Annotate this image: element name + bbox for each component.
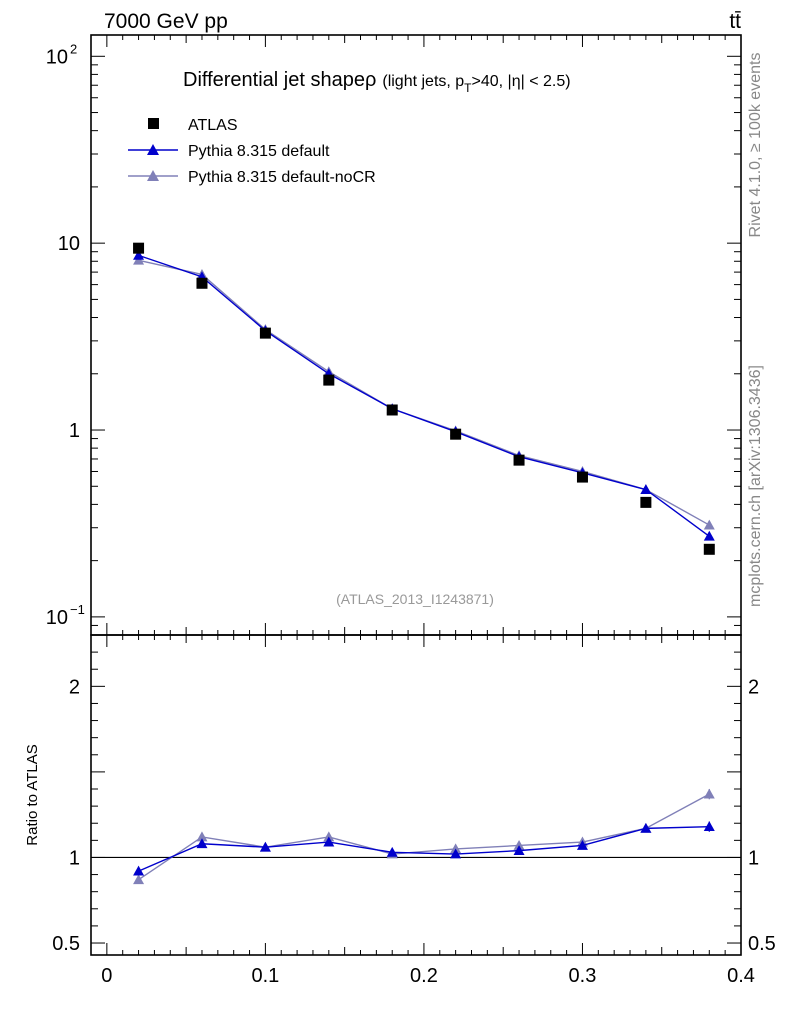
ratio-point-pythia-8-315-default: [450, 848, 462, 859]
ratio-y-tick-label-right: 1: [748, 847, 759, 869]
main-point-atlas: [323, 374, 335, 386]
main-point-atlas: [386, 404, 398, 416]
ratio-point-pythia-8-315-default: [640, 822, 652, 833]
mcplots-label: mcplots.cern.ch [arXiv:1306.3436]: [747, 365, 764, 607]
main-point-atlas: [640, 496, 652, 508]
energy-label: 7000 GeV pp: [104, 10, 228, 33]
chart-title-main: Differential jet shape: [183, 69, 365, 91]
y-tick-label: 10: [58, 233, 80, 255]
ratio-point-pythia-8-315-default: [133, 865, 145, 876]
main-point-pythia-8-315-default-nocr: [703, 519, 715, 530]
rivet-version-label: Rivet 4.1.0, ≥ 100k events: [747, 53, 764, 238]
main-point-atlas: [576, 471, 588, 483]
y-tick-label: 1: [69, 420, 80, 442]
chart-title-rho: ρ: [365, 69, 376, 91]
analysis-label: (ATLAS_2013_I1243871): [336, 591, 494, 607]
chart-title-sub-T: T: [464, 81, 472, 95]
chart-title-sub-suffix: >40, |η| < 2.5): [472, 73, 571, 90]
ratio-y-tick-label-right: 0.5: [748, 933, 776, 955]
y-tick-label: 10: [46, 46, 68, 68]
ratio-point-pythia-8-315-default: [703, 821, 715, 832]
main-point-pythia-8-315-default: [133, 249, 145, 260]
ratio-point-pythia-8-315-default-nocr: [513, 839, 525, 850]
y-tick-label-exponent: −1: [70, 602, 85, 617]
main-point-atlas: [196, 277, 208, 289]
legend-label-atlas: ATLAS: [188, 117, 238, 134]
main-line-pythia-8-315-default: [138, 254, 710, 537]
chart-title-sub: (light jets, p: [382, 73, 464, 90]
ratio-line-pythia-8-315-default-nocr: [138, 793, 710, 881]
ratio-point-pythia-8-315-default: [323, 836, 335, 847]
ratio-point-pythia-8-315-default-nocr: [703, 788, 715, 799]
legend-label-default: Pythia 8.315 default: [188, 143, 330, 160]
main-point-atlas: [450, 428, 462, 440]
x-tick-label: 0.2: [410, 965, 438, 987]
ratio-plot-frame: [90, 634, 742, 956]
ratio-y-tick-label: 1: [69, 847, 80, 869]
ratio-point-pythia-8-315-default: [259, 841, 271, 852]
x-axis-tick-labels: 0 0.1 0.2 0.3 0.4: [101, 965, 755, 987]
main-point-atlas: [259, 327, 271, 339]
ratio-point-pythia-8-315-default: [386, 846, 398, 857]
y-tick-label-exponent: 2: [70, 41, 77, 56]
ratio-point-pythia-8-315-default-nocr: [450, 843, 462, 854]
main-series-group: [133, 242, 715, 555]
main-point-pythia-8-315-default: [640, 484, 652, 494]
legend-marker-nocr: [147, 170, 159, 181]
process-label: tt̄: [729, 10, 741, 33]
legend: ATLAS Pythia 8.315 default Pythia 8.315 …: [128, 117, 376, 186]
ratio-point-pythia-8-315-default: [576, 839, 588, 850]
ratio-y-tick-label: 0.5: [52, 933, 80, 955]
x-tick-label: 0: [101, 965, 112, 987]
ratio-axis-ticks: 0.5 0.5 1 1 2 2: [52, 635, 776, 955]
y-tick-label: 10: [46, 607, 68, 629]
legend-label-nocr: Pythia 8.315 default-noCR: [188, 169, 376, 186]
main-point-atlas: [133, 242, 145, 254]
main-point-pythia-8-315-default: [703, 530, 715, 541]
ratio-point-pythia-8-315-default: [196, 838, 208, 849]
x-tick-label: 0.1: [251, 965, 279, 987]
ratio-y-axis-label: Ratio to ATLAS: [24, 744, 41, 845]
ratio-panel: 0.5 0.5 1 1 2 2 Ratio to ATLAS: [24, 634, 776, 956]
legend-marker-atlas: [148, 118, 159, 129]
ratio-point-pythia-8-315-default-nocr: [133, 874, 145, 885]
ratio-point-pythia-8-315-default: [513, 845, 525, 856]
chart-title: Differential jet shapeρ (light jets, pT>4…: [183, 69, 571, 95]
ratio-y-tick-label: 2: [69, 676, 80, 698]
ratio-point-pythia-8-315-default-nocr: [323, 831, 335, 842]
ratio-point-pythia-8-315-default-nocr: [196, 831, 208, 842]
x-tick-label: 0.4: [727, 965, 755, 987]
x-tick-label: 0.3: [569, 965, 597, 987]
main-line-pythia-8-315-default-nocr: [138, 259, 710, 526]
main-point-atlas: [513, 454, 525, 466]
legend-marker-default: [147, 144, 159, 155]
ratio-series-group: [133, 788, 715, 885]
ratio-y-tick-label-right: 2: [748, 676, 759, 698]
main-point-atlas: [703, 543, 715, 555]
ratio-line-pythia-8-315-default: [138, 825, 710, 872]
